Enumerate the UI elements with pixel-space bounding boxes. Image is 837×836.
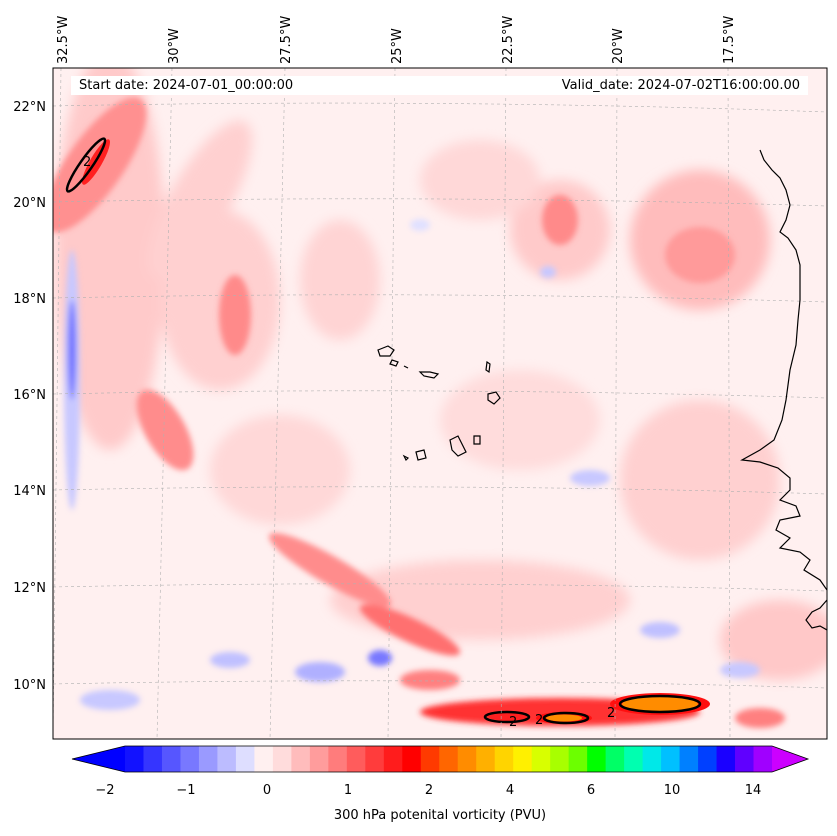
colorbar-under-arrow [72,746,125,772]
colorbar-segment [735,746,754,772]
contour-label: 2 [535,713,543,728]
pv-2-contours [65,137,702,725]
colorbar-segment [143,746,163,772]
colorbar-segment [513,746,533,772]
start-date-text: Start date: 2024-07-01_00:00:00 [79,78,294,93]
contour-label: 2 [83,155,91,170]
lat-label: 12°N [13,581,46,596]
colorbar-segment [272,746,292,772]
colorbar-segment [402,746,422,772]
lat-label: 22°N [13,100,46,115]
lon-label: 25°W [390,28,405,64]
colorbar-segment [494,746,514,772]
colorbar-tick-label: 4 [506,783,514,798]
latitude-labels: 22°N 20°N 18°N 16°N 14°N 12°N 10°N [13,100,46,693]
colorbar [71,745,810,773]
colorbar-ticks: −2 −1 0 1 2 4 6 10 14 [95,783,761,798]
colorbar-segment [383,746,403,772]
colorbar-segment [568,746,588,772]
colorbar-tick-label: 0 [263,783,271,798]
colorbar-segment [679,746,699,772]
date-info-box [71,76,808,95]
colorbar-segment [365,746,385,772]
lon-label: 32.5°W [56,16,71,64]
island-brava [402,454,410,462]
colorbar-segment [550,746,570,772]
graticule [53,68,827,739]
colorbar-segment [661,746,680,772]
colorbar-tick-label: −1 [176,783,195,798]
pv-medium-bands [53,97,785,728]
island-sao-nicolau [418,371,440,379]
island-sao-vicente [389,359,399,367]
colorbar-over-arrow [772,746,808,772]
valid-date-text: Valid_date: 2024-07-02T16:00:00.00 [561,78,800,93]
map-field: 2 2 2 2 [53,68,827,739]
africa-coastline-south [805,599,827,631]
colorbar-segment [309,746,329,772]
contour-label: 2 [509,715,517,730]
lat-label: 16°N [13,388,46,403]
colorbar-segment [328,746,348,772]
lon-label: 22.5°W [501,16,516,64]
colorbar-tick-label: 6 [587,783,595,798]
island-santiago [449,435,467,457]
colorbar-segment [753,746,773,772]
colorbar-segment [624,746,643,772]
island-santa-luzia [403,365,409,369]
colorbar-segment [420,746,440,772]
pv-negative-regions [64,219,760,710]
cape-verde-islands [377,345,501,462]
pv-contour-middle [542,711,590,725]
map-frame [52,67,828,740]
island-fogo [415,449,427,461]
colorbar-segment [642,746,662,772]
lon-label: 27.5°W [279,16,294,64]
island-maio [473,435,481,445]
lon-label: 30°W [167,28,182,64]
colorbar-segment [457,746,477,772]
pv-contour-east [618,694,702,714]
colorbar-label: 300 hPa potenital vorticity (PVU) [333,808,547,823]
colorbar-segment [161,746,181,772]
lat-label: 20°N [13,196,46,211]
colorbar-segment [198,746,218,772]
colorbar-segment [180,746,200,772]
island-boa-vista [487,391,501,405]
colorbar-segment [254,746,274,772]
island-sal [485,360,491,374]
colorbar-segment [476,746,496,772]
colorbar-segment [235,746,255,772]
colorbar-segment [291,746,311,772]
colorbar-segment [716,746,736,772]
island-santo-antao [377,345,395,357]
lon-label: 17.5°W [722,16,737,64]
colorbar-segment [587,746,607,772]
colorbar-segment [605,746,625,772]
contour-label: 2 [607,706,615,721]
colorbar-segment [531,746,551,772]
lat-label: 10°N [13,678,46,693]
africa-coastline [740,149,827,591]
pv-light-regions [55,68,827,680]
colorbar-segment [125,746,144,772]
colorbar-tick-label: 1 [344,783,352,798]
colorbar-tick-label: 10 [664,783,681,798]
colorbar-segment [217,746,237,772]
lon-label: 20°W [611,28,626,64]
colorbar-outline [71,745,810,773]
colorbar-tick-label: 14 [745,783,762,798]
colorbar-segment [698,746,717,772]
longitude-labels: 32.5°W 30°W 27.5°W 25°W 22.5°W 20°W 17.5… [56,16,737,64]
lat-label: 14°N [13,484,46,499]
contour-labels: 2 2 2 2 [83,155,615,730]
colorbar-segment [346,746,366,772]
lat-label: 18°N [13,292,46,307]
pv-contour-north [65,137,107,193]
colorbar-tick-label: 2 [425,783,433,798]
colorbar-segment [439,746,459,772]
colorbar-tick-label: −2 [95,783,114,798]
pv-contour-west [483,710,531,724]
